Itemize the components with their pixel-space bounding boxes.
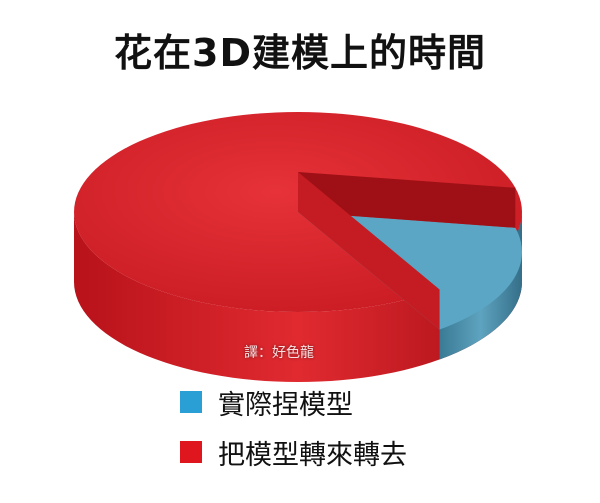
legend-swatch-blue xyxy=(180,391,202,413)
legend-label: 實際捏模型 xyxy=(218,389,353,421)
pie-cut-face xyxy=(298,172,516,228)
legend-swatch-red xyxy=(180,441,202,463)
translator-watermark: 譯：好色龍 xyxy=(244,345,314,361)
pie-cut-face xyxy=(298,172,440,330)
legend-item: 實際捏模型 xyxy=(180,388,407,421)
legend-item: 把模型轉來轉去 xyxy=(180,438,407,471)
chart-legend: 實際捏模型 把模型轉來轉去 xyxy=(180,388,407,488)
legend-label: 把模型轉來轉去 xyxy=(218,439,407,471)
pie-side-wall-red xyxy=(74,212,522,382)
chart-title: 花在3D建模上的時間 xyxy=(114,31,486,75)
